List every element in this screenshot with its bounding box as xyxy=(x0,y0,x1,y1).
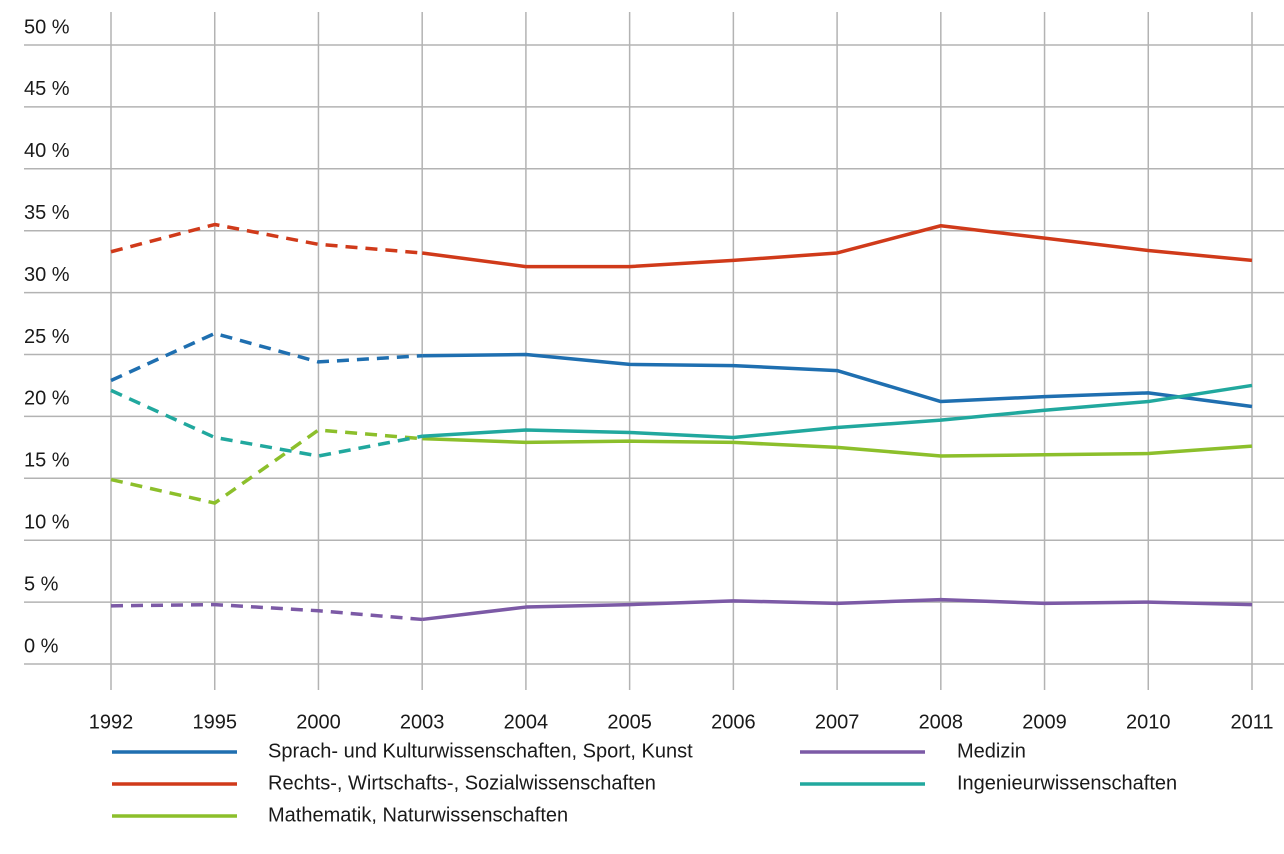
line xyxy=(421,223,1253,269)
x-tick-label: 2006 xyxy=(711,711,756,733)
legend-label: Ingenieurwissenschaften xyxy=(957,772,1177,794)
line-dashed xyxy=(110,331,423,383)
legend-label: Medizin xyxy=(957,740,1026,762)
x-tick-label: 2004 xyxy=(504,711,549,733)
line-dashed xyxy=(110,602,423,622)
x-tick-label: 2000 xyxy=(296,711,341,733)
legend-label: Sprach- und Kulturwissenschaften, Sport,… xyxy=(268,740,693,762)
line-dashed xyxy=(110,428,423,505)
x-tick-label: 2011 xyxy=(1230,711,1273,733)
line-dashed xyxy=(110,222,423,255)
x-tick-label: 2005 xyxy=(607,711,652,733)
y-tick-label: 15 % xyxy=(24,450,70,472)
x-tick-label: 2008 xyxy=(919,711,964,733)
y-tick-label: 40 % xyxy=(24,140,70,162)
legend-label: Rechts-, Wirtschafts-, Sozialwissenschaf… xyxy=(268,772,656,794)
x-tick-label: 2009 xyxy=(1022,711,1067,733)
y-tick-label: 45 % xyxy=(24,78,70,100)
y-tick-label: 25 % xyxy=(24,326,70,348)
y-tick-label: 5 % xyxy=(24,573,59,595)
line xyxy=(422,352,1253,409)
y-tick-label: 10 % xyxy=(24,511,70,533)
y-tick-label: 30 % xyxy=(24,264,70,286)
x-tick-label: 1995 xyxy=(192,711,237,733)
line xyxy=(421,597,1253,622)
x-tick-label: 1992 xyxy=(89,711,134,733)
line-dashed xyxy=(110,388,423,458)
legend-label: Mathematik, Naturwissenschaften xyxy=(268,804,568,826)
x-tick-label: 2007 xyxy=(815,711,860,733)
x-tick-label: 2003 xyxy=(400,711,445,733)
x-tick-label: 2010 xyxy=(1126,711,1171,733)
y-tick-label: 0 % xyxy=(24,635,59,657)
line xyxy=(422,436,1253,458)
y-tick-label: 20 % xyxy=(24,388,70,410)
y-tick-label: 35 % xyxy=(24,202,70,224)
y-tick-label: 50 % xyxy=(24,16,70,38)
line xyxy=(422,383,1253,440)
